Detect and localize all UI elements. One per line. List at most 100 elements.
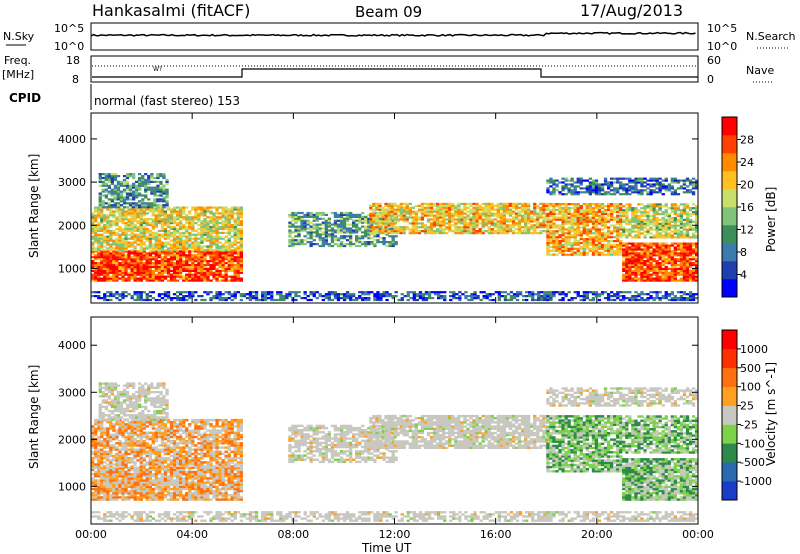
power-cell bbox=[542, 222, 546, 225]
power-cell bbox=[145, 297, 149, 300]
power-cell bbox=[239, 220, 243, 223]
power-cell bbox=[508, 218, 513, 221]
power-cell bbox=[221, 206, 225, 209]
power-cell bbox=[212, 237, 216, 240]
power-cell bbox=[107, 186, 111, 189]
power-cell bbox=[469, 218, 473, 221]
power-cell bbox=[191, 295, 195, 298]
power-cell bbox=[109, 295, 113, 298]
power-cell bbox=[291, 217, 295, 220]
power-cell bbox=[148, 210, 152, 213]
power-cell bbox=[194, 235, 198, 238]
power-cell bbox=[536, 218, 540, 221]
power-cell bbox=[558, 193, 562, 196]
power-cell bbox=[664, 277, 668, 280]
power-cell bbox=[179, 271, 183, 274]
power-cell bbox=[209, 269, 213, 272]
power-cell bbox=[643, 260, 647, 263]
power-cell bbox=[110, 176, 114, 180]
power-cell bbox=[224, 231, 228, 234]
power-cell bbox=[97, 235, 101, 238]
power-cell bbox=[664, 236, 668, 239]
power-cell bbox=[695, 271, 699, 274]
power-cell bbox=[442, 220, 446, 223]
power-cell bbox=[496, 216, 500, 219]
power-cell bbox=[91, 216, 95, 219]
power-cell bbox=[679, 218, 684, 221]
power-cell bbox=[135, 180, 139, 183]
power-cell bbox=[182, 247, 186, 250]
power-cell bbox=[154, 208, 158, 211]
power-cell bbox=[130, 267, 134, 270]
power-cell bbox=[676, 207, 681, 210]
power-cell bbox=[236, 273, 240, 276]
power-cell bbox=[607, 243, 611, 246]
power-cell bbox=[142, 275, 146, 278]
power-cell bbox=[144, 182, 148, 185]
power-cell bbox=[661, 252, 665, 255]
power-cell bbox=[564, 185, 568, 188]
power-cell bbox=[110, 173, 114, 176]
power-cell bbox=[393, 228, 397, 231]
power-cell bbox=[685, 246, 690, 249]
power-cell bbox=[179, 216, 183, 219]
power-cell bbox=[124, 222, 128, 225]
power-cell bbox=[673, 260, 677, 263]
power-cell bbox=[121, 208, 125, 211]
power-cell bbox=[127, 250, 131, 253]
power-cell bbox=[628, 269, 632, 272]
power-cell bbox=[628, 187, 632, 190]
power-cell bbox=[637, 265, 641, 269]
power-cell bbox=[521, 226, 525, 229]
power-cell bbox=[144, 206, 148, 209]
power-cell bbox=[224, 267, 228, 270]
power-cell bbox=[148, 237, 152, 240]
power-cell bbox=[182, 298, 186, 302]
power-cell bbox=[103, 265, 107, 269]
power-cell bbox=[558, 210, 562, 213]
power-cell bbox=[145, 208, 149, 211]
power-cell bbox=[466, 224, 470, 227]
power-cell bbox=[673, 218, 677, 221]
power-cell bbox=[100, 267, 104, 270]
power-cell bbox=[151, 225, 155, 229]
power-cell bbox=[185, 214, 189, 217]
power-cell bbox=[585, 179, 589, 182]
power-cell bbox=[160, 297, 165, 300]
power-cell bbox=[166, 252, 171, 255]
power-cell bbox=[679, 187, 684, 190]
power-cell bbox=[463, 206, 467, 209]
power-cell bbox=[209, 258, 213, 261]
power-cell bbox=[121, 295, 125, 298]
power-cell bbox=[643, 263, 647, 267]
power-cell bbox=[567, 249, 571, 252]
power-cell bbox=[91, 291, 95, 294]
power-cell bbox=[673, 228, 677, 231]
power-cell bbox=[442, 208, 446, 211]
power-cell bbox=[484, 214, 488, 217]
power-cell bbox=[505, 228, 510, 231]
power-cell bbox=[387, 206, 391, 209]
power-cell bbox=[610, 240, 614, 243]
power-cell bbox=[94, 258, 98, 261]
power-cell bbox=[616, 216, 620, 219]
power-cell bbox=[600, 251, 605, 254]
power-cell bbox=[691, 226, 696, 229]
power-cell bbox=[233, 239, 237, 242]
power-cell bbox=[209, 243, 213, 246]
power-cell bbox=[542, 220, 546, 223]
power-cell bbox=[667, 271, 671, 274]
power-cell bbox=[631, 230, 635, 233]
power-cell bbox=[463, 212, 467, 215]
power-cell bbox=[209, 239, 213, 242]
power-cell bbox=[396, 210, 400, 213]
power-cell bbox=[163, 263, 168, 267]
power-cell bbox=[643, 246, 647, 249]
power-cell bbox=[546, 224, 550, 227]
power-cell bbox=[637, 230, 641, 233]
power-cell bbox=[408, 202, 412, 205]
power-cell bbox=[454, 204, 458, 207]
power-cell bbox=[622, 248, 626, 251]
power-cell bbox=[121, 247, 125, 250]
power-cell bbox=[345, 223, 350, 226]
